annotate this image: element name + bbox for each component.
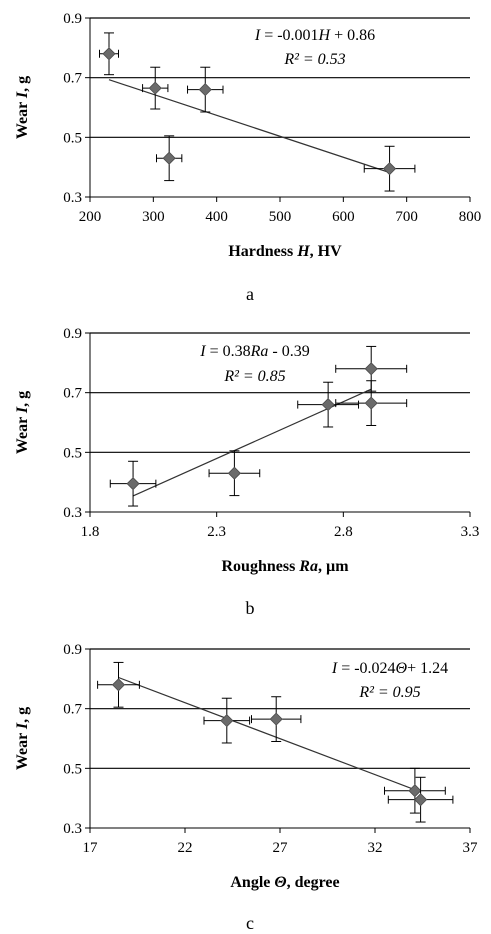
panel-a-trendline	[108, 79, 390, 174]
panel-c-r-squared: R² = 0.95	[358, 684, 420, 701]
panel-b-data-point	[126, 477, 140, 491]
panel-label: b	[246, 598, 255, 618]
panel-a-x-tick-label: 700	[395, 209, 418, 225]
panel-c-data-point	[408, 784, 422, 798]
panel-b-equation: I = 0.38Ra - 0.39	[199, 343, 309, 360]
panel-a-y-tick-label: 0.7	[63, 71, 82, 87]
panel-b-r-squared: R² = 0.85	[223, 368, 285, 385]
panel-a-data-point	[102, 47, 116, 61]
panel-c-trendline	[118, 676, 421, 793]
panel-c-y-tick-label: 0.5	[63, 761, 82, 777]
panel-c-data-point	[111, 678, 126, 692]
panel-label: c	[246, 913, 254, 933]
panel-a-y-tick-label: 0.3	[63, 190, 82, 206]
panel-b-x-tick-label: 2.8	[334, 524, 353, 540]
panel-a-data-point	[383, 162, 397, 176]
panel-b-y-axis-label: Wear I, g	[14, 391, 31, 454]
panel-a-x-tick-label: 300	[142, 209, 165, 225]
panel-a-y-axis-label: Wear I, g	[14, 76, 31, 139]
panel-c-data-point	[414, 793, 428, 807]
panel-a-x-tick-label: 500	[269, 209, 292, 225]
panel-c-x-tick-label: 22	[178, 840, 193, 856]
panel-b-data-point	[321, 398, 335, 412]
panel-b-data-point	[364, 396, 378, 410]
panel-c-data-point	[269, 712, 283, 726]
panel-a-x-axis-label: Hardness H, HV	[228, 243, 342, 260]
panel-c-y-axis-label: Wear I, g	[14, 707, 31, 770]
panel-a-data-point	[148, 81, 162, 95]
panel-b-y-tick-label: 0.5	[63, 445, 82, 461]
panel-b-y-tick-label: 0.9	[63, 326, 82, 342]
panel-b-x-tick-label: 1.8	[81, 524, 100, 540]
panel-b-x-tick-label: 2.3	[207, 524, 226, 540]
panel-a-x-tick-label: 600	[332, 209, 355, 225]
panel-a-x-tick-label: 400	[205, 209, 228, 225]
panel-label: a	[246, 284, 254, 304]
panel-c-data-point	[220, 714, 234, 728]
panel-b-y-tick-label: 0.3	[63, 505, 82, 521]
panel-a-data-point	[198, 83, 212, 97]
panel-a-equation: I = -0.001H + 0.86	[254, 27, 375, 44]
panel-c-x-tick-label: 32	[368, 840, 383, 856]
panel-a-x-tick-label: 200	[79, 209, 102, 225]
panel-a-x-tick-label: 800	[459, 209, 482, 225]
panel-c-y-tick-label: 0.9	[63, 642, 82, 658]
panel-b-x-tick-label: 3.3	[461, 524, 480, 540]
panel-a-y-tick-label: 0.9	[63, 11, 82, 27]
panel-b-data-point	[227, 466, 241, 480]
panel-a-y-tick-label: 0.5	[63, 130, 82, 146]
panel-c-y-tick-label: 0.7	[63, 702, 82, 718]
panel-a-data-point	[162, 151, 176, 165]
panel-c-x-tick-label: 27	[273, 840, 289, 856]
panel-c-x-tick-label: 37	[463, 840, 479, 856]
panel-b-x-axis-label: Roughness Ra, µm	[221, 558, 349, 575]
panel-a-r-squared: R² = 0.53	[283, 51, 345, 68]
panel-c-equation: I = -0.024Θ+ 1.24	[331, 660, 448, 677]
panel-b-y-tick-label: 0.7	[63, 386, 82, 402]
panel-c-x-axis-label: Angle Θ, degree	[230, 874, 339, 891]
panel-b-data-point	[364, 362, 378, 376]
panel-c-x-tick-label: 17	[83, 840, 99, 856]
panel-c-y-tick-label: 0.3	[63, 821, 82, 837]
